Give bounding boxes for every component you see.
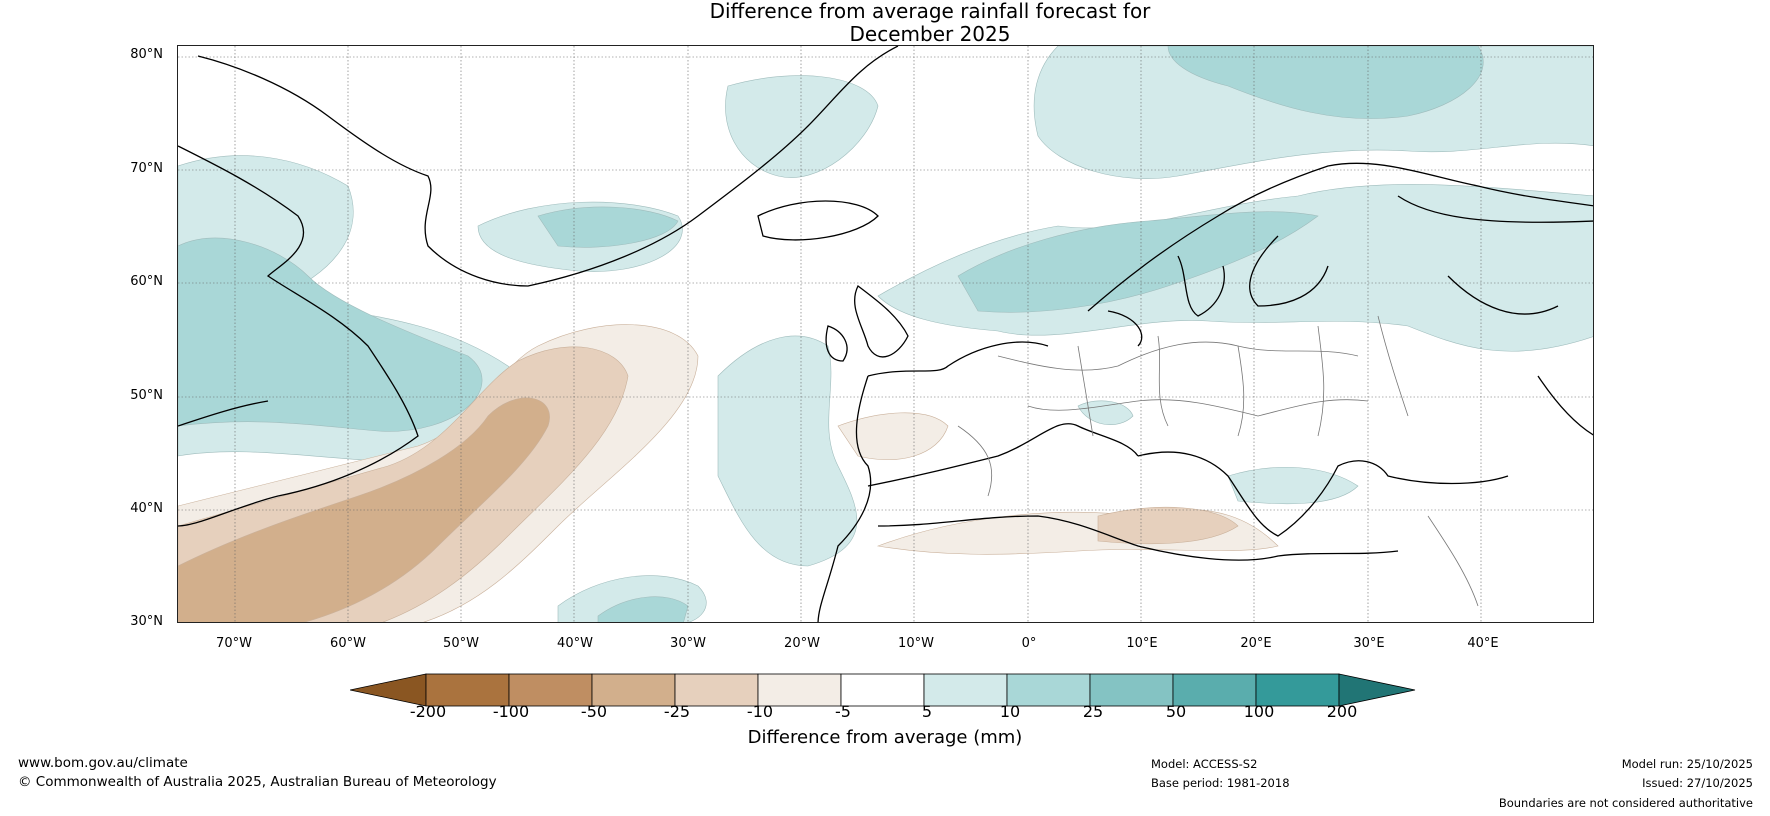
lon-label-30e: 30°E [1353,636,1385,651]
colorbar-swatch [1089,673,1174,707]
colorbar-tick: 200 [1326,702,1358,721]
colorbar-swatch [757,673,842,707]
lon-label-10w: 10°W [898,636,934,651]
colorbar-tick: 100 [1243,702,1275,721]
colorbar-tick: -25 [663,702,691,721]
colorbar-tick: -50 [580,702,608,721]
colorbar-swatch [923,673,1008,707]
title-line-2: December 2025 [849,22,1011,46]
lon-label-20w: 20°W [784,636,820,651]
footer-disclaimer: Boundaries are not considered authoritat… [1498,796,1753,810]
footer-copyright: © Commonwealth of Australia 2025, Austra… [18,774,497,790]
colorbar-swatch [591,673,676,707]
lon-label-30w: 30°W [670,636,706,651]
title-line-1: Difference from average rainfall forecas… [709,0,1151,23]
colorbar-tick: -100 [492,702,530,721]
colorbar-tick: -5 [835,702,851,721]
colorbar-tick: 10 [999,702,1021,721]
graticule [178,46,1593,622]
footer-issued: Issued: 27/10/2025 [1642,776,1753,790]
lat-label-80n: 80°N [130,47,163,62]
footer-model-run: Model run: 25/10/2025 [1621,757,1753,771]
lat-label-40n: 40°N [130,501,163,516]
lon-label-0: 0° [1021,636,1037,651]
lat-label-70n: 70°N [130,161,163,176]
colorbar-swatch [1255,673,1340,707]
map-panel [177,45,1594,623]
map-title: Difference from average rainfall forecas… [0,0,1770,46]
lon-label-70w: 70°W [216,636,252,651]
coastlines [178,46,1593,622]
lat-label-60n: 60°N [130,274,163,289]
lon-label-60w: 60°W [330,636,366,651]
lat-label-30n: 30°N [130,614,163,629]
colorbar-tick: -10 [746,702,774,721]
lon-label-40w: 40°W [557,636,593,651]
colorbar-extend-high [1338,673,1416,707]
colorbar-swatch [840,673,925,707]
colorbar-tick: 5 [921,702,933,721]
colorbar-swatch [425,673,510,707]
colorbar-tick: -200 [409,702,447,721]
lon-label-20e: 20°E [1240,636,1272,651]
country-borders [957,315,1479,607]
colorbar-swatch [1172,673,1257,707]
drier-than-average-shading [178,324,1279,622]
lon-label-50w: 50°W [443,636,479,651]
lat-label-50n: 50°N [130,388,163,403]
colorbar-tick: 25 [1082,702,1104,721]
lon-label-10e: 10°E [1126,636,1158,651]
wetter-than-average-shading [178,46,1593,622]
footer-site: www.bom.gov.au/climate [18,755,188,771]
rainfall-anomaly-map [178,46,1593,622]
colorbar-swatches [349,673,1416,707]
colorbar-label: Difference from average (mm) [747,727,1023,748]
colorbar-tick: 50 [1165,702,1187,721]
lon-label-40e: 40°E [1467,636,1499,651]
colorbar-swatch [674,673,759,707]
footer-model: Model: ACCESS-S2 [1151,757,1258,771]
colorbar-swatch [1006,673,1091,707]
footer-base-period: Base period: 1981-2018 [1151,776,1290,790]
colorbar-swatch [508,673,593,707]
colorbar [349,672,1420,708]
